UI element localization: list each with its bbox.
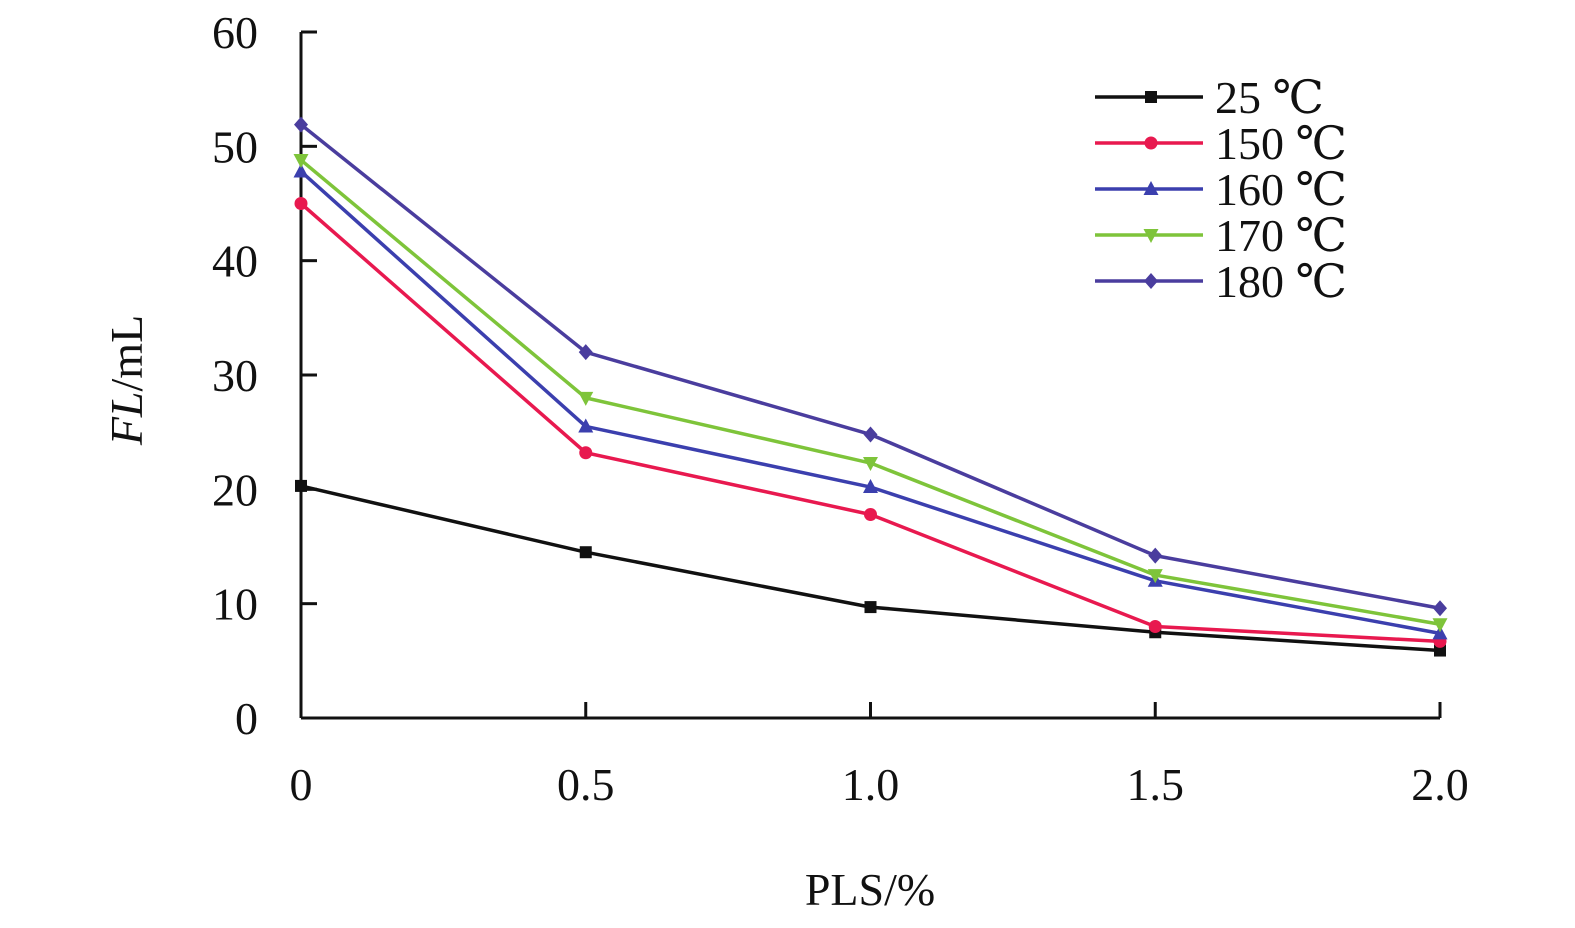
legend-label: 170 ℃ — [1215, 210, 1347, 261]
x-tick-label: 0 — [290, 759, 313, 810]
legend-item: 25 ℃ — [1095, 72, 1324, 123]
legend-swatch-marker — [1144, 273, 1158, 289]
legend-swatch-marker — [1145, 91, 1157, 103]
data-point — [578, 344, 593, 361]
data-point — [864, 507, 877, 521]
series-layer — [293, 116, 1448, 657]
x-tick-label: 1.0 — [842, 759, 900, 810]
series-group — [294, 116, 1447, 617]
data-point — [293, 154, 309, 169]
data-point — [1434, 644, 1446, 657]
data-point — [1147, 569, 1163, 584]
data-point — [1148, 547, 1163, 564]
y-tick-label: 60 — [212, 7, 258, 58]
legend-item: 180 ℃ — [1095, 256, 1347, 307]
legend-label: 25 ℃ — [1215, 72, 1324, 123]
data-point — [1433, 600, 1447, 617]
data-point — [579, 446, 593, 460]
data-point — [578, 418, 594, 433]
legend-item: 150 ℃ — [1095, 118, 1347, 169]
y-tick-label: 10 — [212, 579, 258, 630]
y-tick-label: 0 — [235, 693, 258, 744]
legend-swatch-marker — [1144, 136, 1158, 150]
legend-swatch-marker — [1143, 229, 1159, 243]
x-axis-title: PLS/% — [805, 864, 935, 915]
x-tick-label: 1.5 — [1127, 759, 1185, 810]
x-axis-ticks: 0 0.5 1.0 1.5 2.0 — [290, 702, 1469, 810]
y-axis-title-italic: FL — [101, 391, 152, 446]
data-point — [294, 116, 308, 133]
y-tick-label: 20 — [212, 464, 258, 515]
data-point — [1432, 618, 1448, 633]
y-axis-title: FL/mL — [101, 315, 152, 446]
legend-label: 150 ℃ — [1215, 118, 1347, 169]
y-tick-label: 50 — [212, 121, 258, 172]
data-point — [863, 426, 878, 443]
legend-item: 160 ℃ — [1095, 164, 1347, 215]
data-point — [578, 391, 594, 406]
legend-swatch-marker — [1143, 181, 1159, 195]
data-point — [863, 457, 878, 472]
series-group — [293, 154, 1448, 633]
y-tick-label: 30 — [212, 350, 258, 401]
x-tick-label: 2.0 — [1411, 759, 1469, 810]
y-axis-ticks: 0 10 20 30 40 50 60 — [212, 7, 317, 744]
legend-item: 170 ℃ — [1095, 210, 1347, 261]
data-point — [579, 546, 592, 559]
y-axis-title-unit: /mL — [101, 315, 152, 392]
legend-label: 180 ℃ — [1215, 256, 1347, 307]
data-point — [1148, 620, 1162, 634]
data-point — [864, 601, 877, 614]
data-point — [295, 479, 307, 492]
data-point — [1432, 625, 1448, 640]
y-tick-label: 40 — [212, 236, 258, 287]
series-group — [295, 479, 1446, 657]
data-point — [293, 163, 309, 178]
data-point — [294, 197, 308, 210]
legend-label: 160 ℃ — [1215, 164, 1347, 215]
data-point — [863, 479, 878, 494]
x-tick-label: 0.5 — [557, 759, 615, 810]
